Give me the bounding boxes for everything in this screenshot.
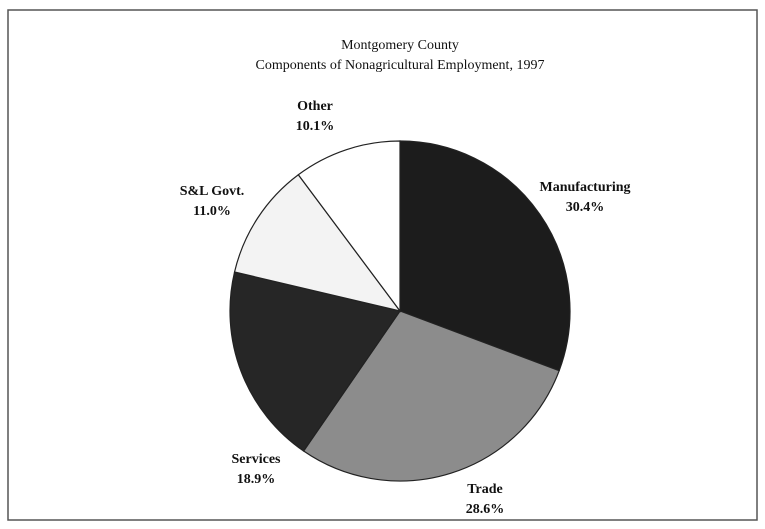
slice-value-label: 30.4% [566,200,605,215]
slice-value-label: 10.1% [296,119,335,134]
slice-value-label: 18.9% [237,472,276,487]
pie-slice [297,140,401,313]
slice-value-label: 11.0% [193,204,231,219]
chart-subtitle: Components of Nonagricultural Employment… [256,58,545,73]
chart-title: Montgomery County [341,38,459,53]
slice-label: Services [232,452,282,467]
slice-label: S&L Govt. [180,184,245,199]
slice-label: Other [297,99,333,114]
slice-label: Trade [467,482,503,497]
pie-slice [229,271,401,452]
slice-label: Manufacturing [540,180,631,195]
pie-slice [302,310,560,482]
pie-slice [233,173,402,312]
pie-slice [399,140,571,372]
slice-value-label: 28.6% [466,502,505,517]
